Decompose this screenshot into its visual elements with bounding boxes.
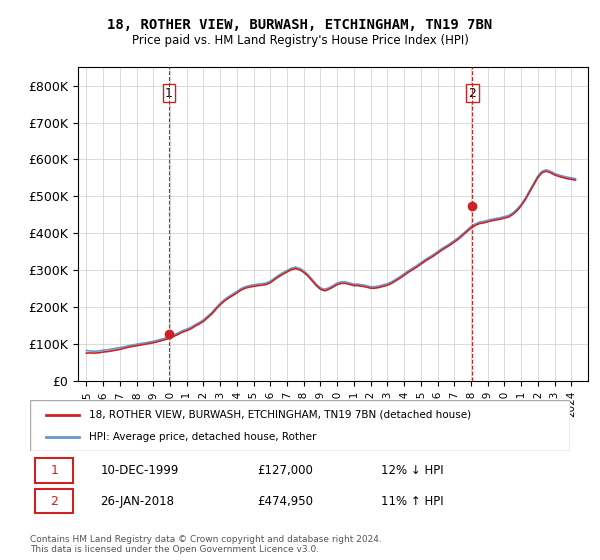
Text: 1: 1 — [165, 87, 173, 100]
Text: 2: 2 — [50, 494, 58, 508]
Text: 1: 1 — [50, 464, 58, 477]
Text: 12% ↓ HPI: 12% ↓ HPI — [381, 464, 443, 477]
Text: HPI: Average price, detached house, Rother: HPI: Average price, detached house, Roth… — [89, 432, 317, 442]
Text: £474,950: £474,950 — [257, 494, 313, 508]
FancyBboxPatch shape — [35, 489, 73, 514]
Text: £127,000: £127,000 — [257, 464, 313, 477]
FancyBboxPatch shape — [30, 400, 570, 451]
Text: 26-JAN-2018: 26-JAN-2018 — [100, 494, 174, 508]
Text: 10-DEC-1999: 10-DEC-1999 — [100, 464, 179, 477]
Text: Price paid vs. HM Land Registry's House Price Index (HPI): Price paid vs. HM Land Registry's House … — [131, 34, 469, 47]
Text: 11% ↑ HPI: 11% ↑ HPI — [381, 494, 443, 508]
Text: 18, ROTHER VIEW, BURWASH, ETCHINGHAM, TN19 7BN (detached house): 18, ROTHER VIEW, BURWASH, ETCHINGHAM, TN… — [89, 409, 472, 419]
Text: Contains HM Land Registry data © Crown copyright and database right 2024.
This d: Contains HM Land Registry data © Crown c… — [30, 535, 382, 554]
Text: 2: 2 — [468, 87, 476, 100]
FancyBboxPatch shape — [35, 458, 73, 483]
Text: 18, ROTHER VIEW, BURWASH, ETCHINGHAM, TN19 7BN: 18, ROTHER VIEW, BURWASH, ETCHINGHAM, TN… — [107, 18, 493, 32]
